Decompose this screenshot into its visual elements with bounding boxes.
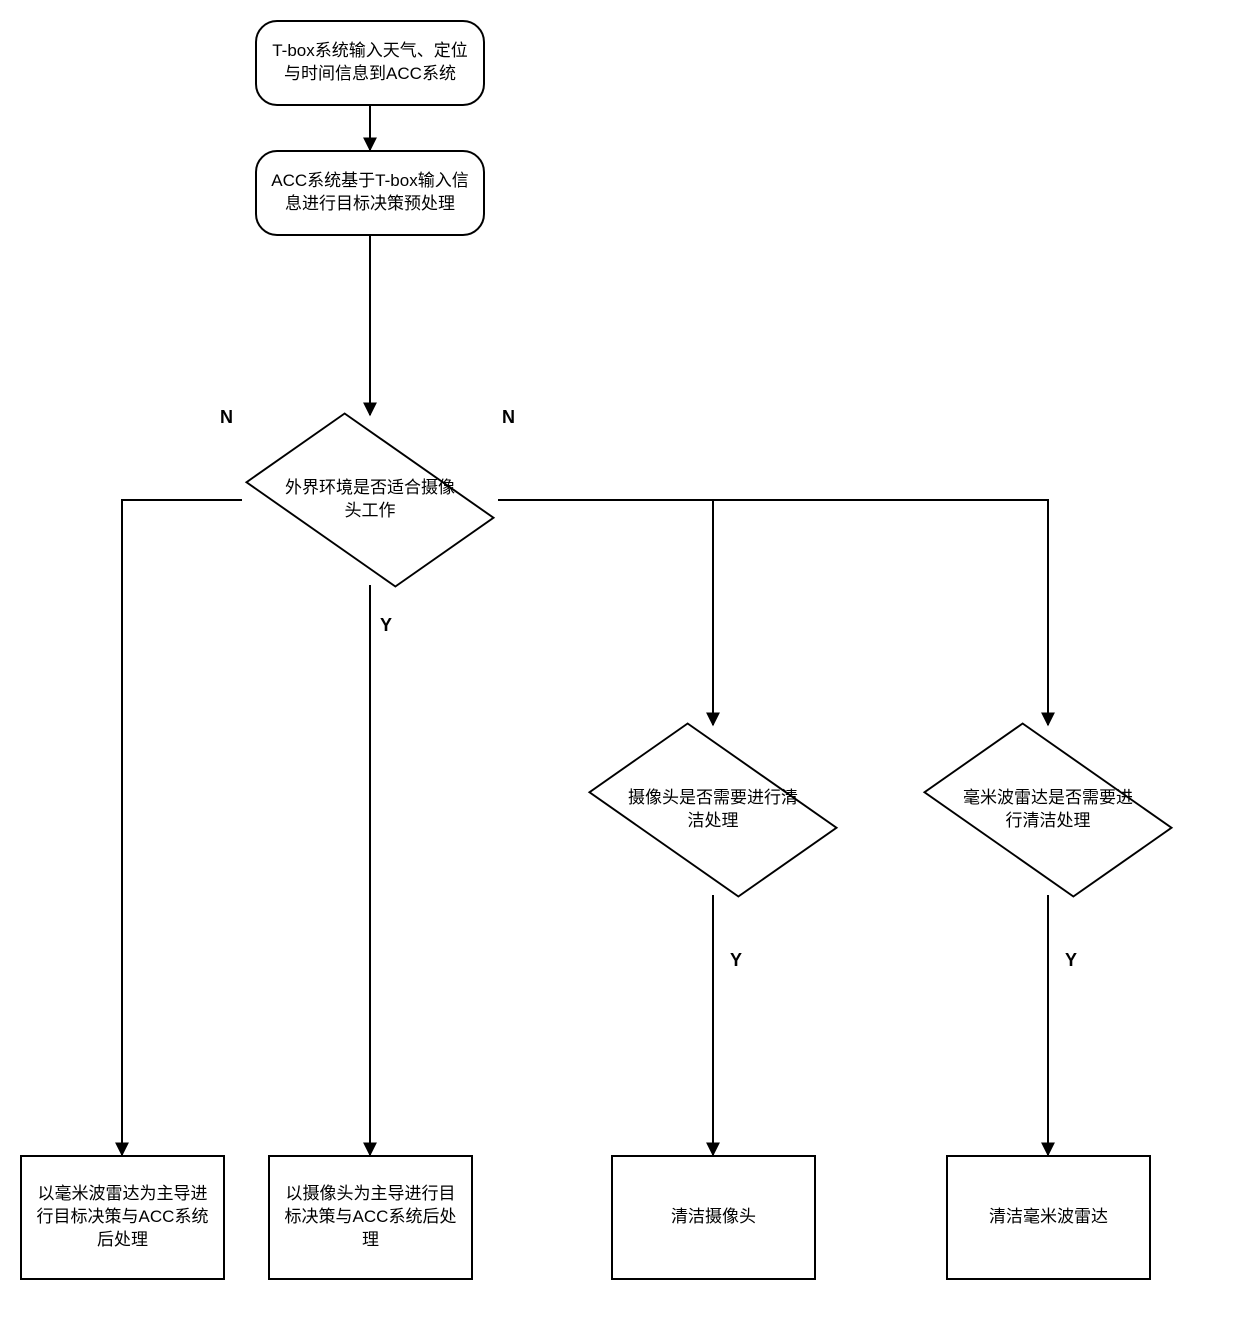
node-tbox-input: T-box系统输入天气、定位与时间信息到ACC系统 bbox=[255, 20, 485, 106]
node-radar-lead: 以毫米波雷达为主导进行目标决策与ACC系统后处理 bbox=[20, 1155, 225, 1280]
node-clean-radar: 清洁毫米波雷达 bbox=[946, 1155, 1151, 1280]
edge-e6 bbox=[498, 500, 1048, 725]
edges-layer bbox=[0, 0, 1240, 1335]
node-text: 摄像头是否需要进行清洁处理 bbox=[628, 787, 798, 833]
decision-camera-clean: 摄像头是否需要进行清洁处理 bbox=[585, 725, 841, 895]
node-text: 以摄像头为主导进行目标决策与ACC系统后处理 bbox=[280, 1183, 461, 1252]
label-text: Y bbox=[1065, 950, 1077, 970]
decision-radar-clean: 毫米波雷达是否需要进行清洁处理 bbox=[920, 725, 1176, 895]
edge-e4 bbox=[122, 500, 242, 1155]
edge-e5 bbox=[498, 500, 713, 725]
node-camera-lead: 以摄像头为主导进行目标决策与ACC系统后处理 bbox=[268, 1155, 473, 1280]
label-text: N bbox=[502, 407, 515, 427]
label-text: Y bbox=[730, 950, 742, 970]
decision-environment-camera: 外界环境是否适合摄像头工作 bbox=[242, 415, 498, 585]
node-acc-preprocess: ACC系统基于T-box输入信息进行目标决策预处理 bbox=[255, 150, 485, 236]
node-text: 毫米波雷达是否需要进行清洁处理 bbox=[963, 787, 1133, 833]
flowchart-canvas: T-box系统输入天气、定位与时间信息到ACC系统 ACC系统基于T-box输入… bbox=[0, 0, 1240, 1335]
node-clean-camera: 清洁摄像头 bbox=[611, 1155, 816, 1280]
label-y-d1: Y bbox=[380, 615, 392, 636]
label-text: Y bbox=[380, 615, 392, 635]
node-text: 清洁摄像头 bbox=[671, 1206, 756, 1229]
label-y-d3: Y bbox=[1065, 950, 1077, 971]
label-n-left: N bbox=[220, 407, 233, 428]
node-text: ACC系统基于T-box输入信息进行目标决策预处理 bbox=[269, 170, 471, 216]
node-text: 清洁毫米波雷达 bbox=[989, 1206, 1108, 1229]
label-y-d2: Y bbox=[730, 950, 742, 971]
node-text: T-box系统输入天气、定位与时间信息到ACC系统 bbox=[269, 40, 471, 86]
node-text: 外界环境是否适合摄像头工作 bbox=[285, 477, 455, 523]
label-text: N bbox=[220, 407, 233, 427]
label-n-right: N bbox=[502, 407, 515, 428]
node-text: 以毫米波雷达为主导进行目标决策与ACC系统后处理 bbox=[32, 1183, 213, 1252]
